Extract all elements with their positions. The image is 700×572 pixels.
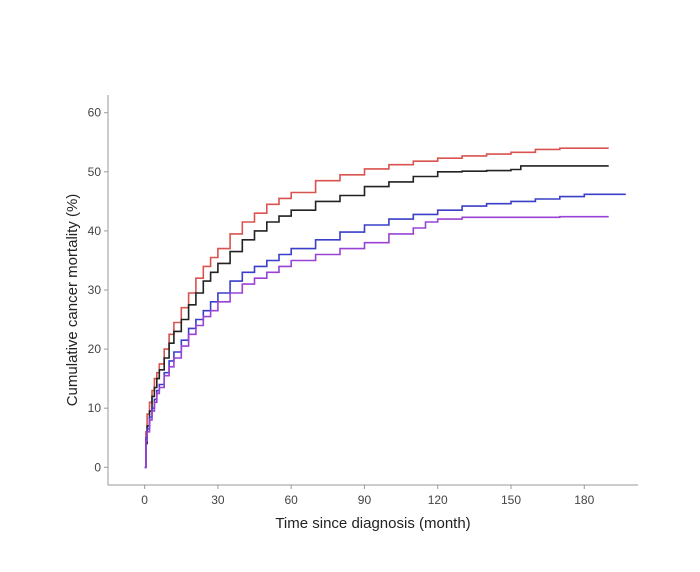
x-tick-label: 90 [358, 493, 372, 507]
x-tick-label: 180 [574, 493, 594, 507]
series-line-4 [144, 215, 609, 469]
series-line-1 [144, 147, 609, 469]
series-line-2 [144, 165, 609, 469]
series-line-3 [144, 193, 626, 469]
axes [104, 95, 638, 489]
y-tick-label: 50 [88, 165, 102, 179]
x-tick-label: 120 [428, 493, 448, 507]
x-tick-label: 150 [501, 493, 521, 507]
x-axis-title: Time since diagnosis (month) [275, 515, 470, 532]
x-tick-label: 30 [211, 493, 225, 507]
x-tick-label: 0 [141, 493, 148, 507]
y-tick-label: 60 [88, 106, 102, 120]
x-tick-label: 60 [285, 493, 299, 507]
y-tick-label: 0 [94, 460, 101, 474]
y-tick-label: 30 [88, 283, 102, 297]
y-tick-label: 40 [88, 224, 102, 238]
y-tick-label: 20 [88, 342, 102, 356]
y-tick-label: 10 [88, 401, 102, 415]
tick-labels: 0 30 60 90 120 150 180 0 10 20 30 40 50 60 [88, 106, 595, 507]
y-axis-title: Cumulative cancer mortality (%) [64, 194, 81, 407]
series-lines [144, 147, 626, 469]
axis-frame [107, 95, 638, 486]
